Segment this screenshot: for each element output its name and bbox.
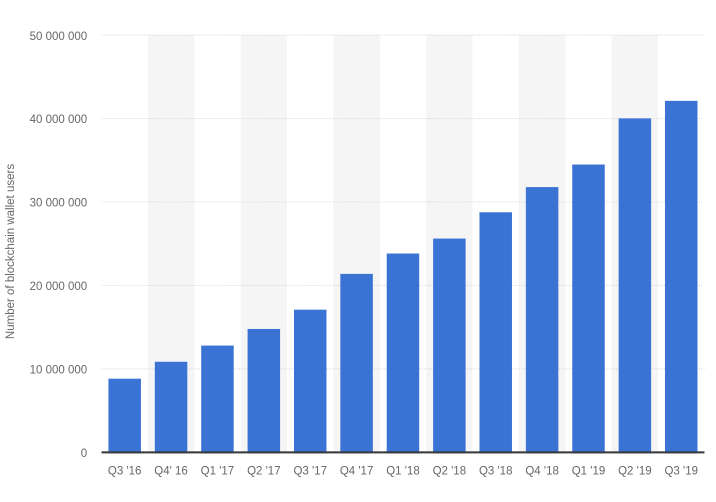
- svg-text:Number of blockchain wallet us: Number of blockchain wallet users: [5, 164, 17, 339]
- svg-text:Q4' 16: Q4' 16: [154, 465, 188, 477]
- svg-text:Q1 '18: Q1 '18: [386, 465, 420, 477]
- svg-text:Q1 '19: Q1 '19: [572, 465, 606, 477]
- svg-text:Q2 '19: Q2 '19: [618, 465, 652, 477]
- svg-text:30 000 000: 30 000 000: [30, 198, 88, 210]
- svg-text:Q3 '18: Q3 '18: [479, 465, 513, 477]
- svg-text:40 000 000: 40 000 000: [30, 114, 88, 126]
- svg-text:10 000 000: 10 000 000: [30, 365, 88, 377]
- svg-text:Q2 '17: Q2 '17: [247, 465, 281, 477]
- svg-text:0: 0: [81, 448, 87, 460]
- svg-text:50 000 000: 50 000 000: [30, 31, 88, 43]
- svg-text:Q4 '17: Q4 '17: [340, 465, 374, 477]
- svg-text:Q3 '19: Q3 '19: [664, 465, 698, 477]
- svg-text:Q3 '16: Q3 '16: [108, 465, 142, 477]
- svg-text:Q3 '17: Q3 '17: [293, 465, 327, 477]
- svg-text:Q4 '18: Q4 '18: [525, 465, 559, 477]
- svg-text:Q1 '17: Q1 '17: [201, 465, 235, 477]
- svg-text:Q2 '18: Q2 '18: [433, 465, 467, 477]
- svg-text:20 000 000: 20 000 000: [30, 281, 88, 293]
